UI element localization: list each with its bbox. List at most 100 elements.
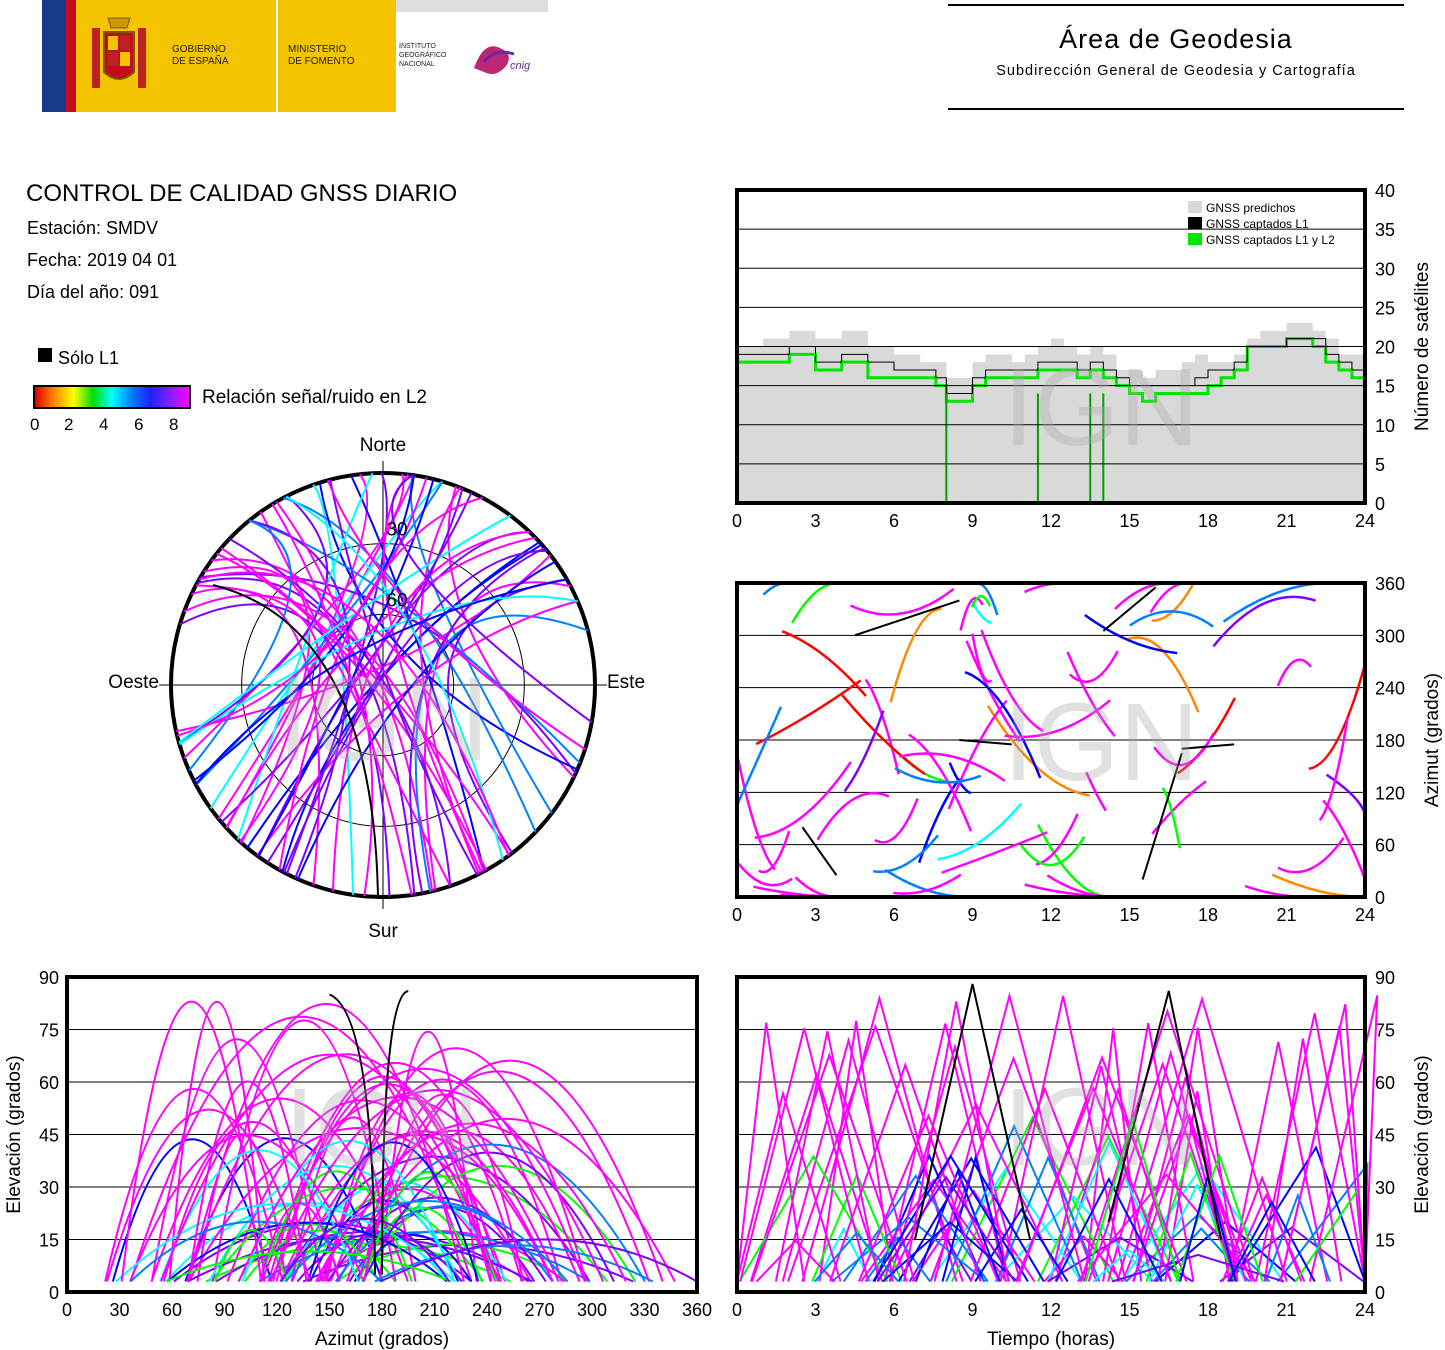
ea-track	[361, 1165, 637, 1283]
et-track	[1014, 1085, 1172, 1282]
sat-ylabel: Número de satélites	[1412, 262, 1433, 431]
et-y-tick: 15	[1375, 1231, 1395, 1251]
sat-legend-label: GNSS predichos	[1206, 201, 1295, 215]
et-track	[749, 1071, 884, 1282]
sat-y-tick: 35	[1375, 220, 1395, 240]
az-track	[908, 733, 973, 832]
watermark-text: IGN	[276, 652, 489, 786]
sky-track	[193, 475, 415, 782]
sky-track	[409, 546, 546, 894]
ea-frame	[65, 975, 699, 1294]
et-track	[881, 1220, 1018, 1283]
ea-x-tick: 60	[162, 1300, 182, 1320]
ea-track	[237, 1096, 560, 1282]
sky-track	[183, 473, 405, 759]
az-track	[894, 767, 982, 784]
ea-xlabel: Azimut (grados)	[315, 1329, 449, 1350]
az-track	[1004, 699, 1111, 739]
et-x-tick: 24	[1355, 1300, 1375, 1320]
sat-x-tick: 6	[889, 511, 899, 531]
et-track	[941, 1153, 1010, 1282]
et-x-tick: 18	[1198, 1300, 1218, 1320]
et-track-l1	[1107, 990, 1223, 1240]
ea-x-tick: 180	[367, 1300, 397, 1320]
az-track	[1308, 665, 1366, 770]
gov-line1: GOBIERNO	[172, 44, 226, 55]
sky-track	[419, 486, 480, 875]
et-track	[1294, 1186, 1366, 1283]
watermark-text: IGN	[284, 1066, 480, 1189]
et-track	[1230, 1145, 1366, 1283]
az-track	[1085, 771, 1107, 812]
sky-track	[178, 495, 329, 744]
et-track-l1	[913, 983, 1032, 1240]
ea-track	[259, 1202, 341, 1282]
et-track	[1227, 1200, 1316, 1282]
sky-track	[228, 537, 452, 887]
et-track	[903, 1001, 1010, 1282]
snr-tick-8: 8	[169, 415, 179, 434]
sky-track	[209, 480, 443, 809]
et-track	[933, 991, 1086, 1282]
snr-tick-6: 6	[134, 415, 144, 434]
az-track-l1	[1102, 586, 1157, 632]
az-track	[874, 798, 919, 844]
ministry-line2: DE FOMENTO	[288, 56, 355, 67]
az-x-tick: 24	[1355, 905, 1375, 925]
ea-track	[317, 1122, 627, 1282]
sky-track	[318, 482, 578, 771]
az-ylabel: Azimut (grados)	[1422, 673, 1443, 807]
ea-track-l1	[381, 990, 409, 1275]
et-track	[815, 1226, 872, 1282]
legend-l1-label: Sólo L1	[58, 348, 120, 368]
sky-track	[409, 474, 553, 814]
snr-tick-0: 0	[30, 415, 40, 434]
sat-y-tick: 10	[1375, 416, 1395, 436]
et-track	[1263, 1038, 1343, 1282]
ea-track	[291, 1130, 554, 1282]
ea-x-tick: 270	[524, 1300, 554, 1320]
az-track-l1	[854, 599, 960, 637]
az-track	[1084, 614, 1178, 655]
sky-track	[447, 578, 567, 854]
sky-track	[257, 478, 435, 857]
ea-y-tick: 90	[39, 968, 59, 988]
sat-y-tick: 0	[1375, 494, 1385, 514]
az-track	[1153, 732, 1215, 767]
ea-x-tick: 360	[682, 1300, 712, 1320]
et-track	[1055, 1176, 1163, 1282]
az-track	[1020, 836, 1086, 867]
area-subtitle: Subdirección General de Geodesia y Carto…	[996, 63, 1356, 79]
institute-line1: INSTITUTO	[399, 43, 436, 50]
az-track	[1277, 837, 1345, 874]
ea-x-tick: 300	[577, 1300, 607, 1320]
az-track	[1114, 581, 1169, 610]
date-text: Fecha: 2019 04 01	[27, 250, 178, 270]
institute-line3: NACIONAL	[399, 61, 435, 68]
az-x-tick: 15	[1119, 905, 1139, 925]
et-y-tick: 60	[1375, 1073, 1395, 1093]
et-track	[1308, 995, 1379, 1282]
et-track	[929, 1167, 1083, 1283]
sky-track	[391, 474, 593, 724]
et-track	[1219, 1226, 1365, 1283]
elev-time-chart: 0 15 30 45 60 75 90 0 3 6 9 12 15 18 21 24 Tiempo (horas…	[732, 968, 1433, 1350]
et-track	[1047, 1236, 1194, 1283]
az-track	[754, 761, 852, 840]
sat-x-tick: 18	[1198, 511, 1218, 531]
ea-track	[187, 1003, 465, 1282]
ea-y-tick: 75	[39, 1021, 59, 1041]
ministry-line1: MINISTERIO	[288, 44, 347, 55]
az-track	[1318, 718, 1349, 822]
az-y-tick: 180	[1375, 731, 1405, 751]
az-track	[1149, 581, 1187, 614]
az-track	[986, 705, 1090, 797]
az-track	[1271, 873, 1366, 899]
az-y-tick: 60	[1375, 836, 1395, 856]
sky-track	[178, 595, 579, 746]
ign-panel	[396, 0, 548, 112]
az-track	[790, 581, 838, 624]
snr-label: Relación señal/ruido en L2	[202, 387, 427, 408]
az-track	[755, 679, 862, 746]
az-track	[1161, 787, 1182, 849]
